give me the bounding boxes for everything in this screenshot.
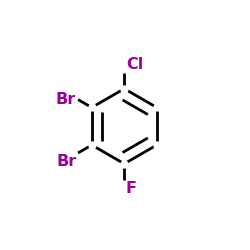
Text: F: F: [126, 181, 137, 196]
Text: Br: Br: [57, 154, 77, 170]
Text: Cl: Cl: [126, 57, 143, 72]
Text: Br: Br: [56, 92, 76, 107]
